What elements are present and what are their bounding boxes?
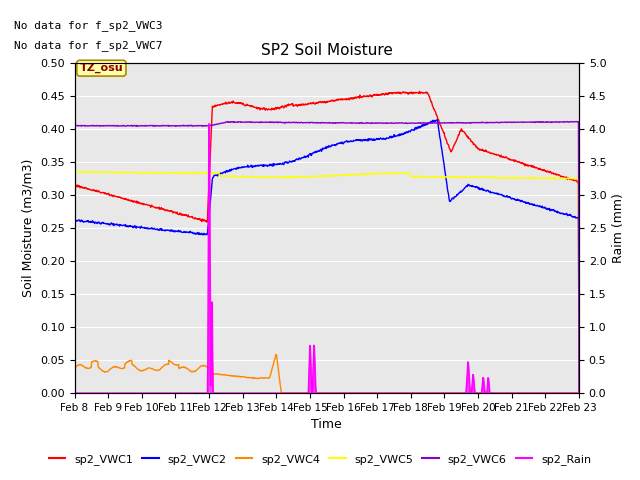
- X-axis label: Time: Time: [312, 419, 342, 432]
- Y-axis label: Soil Moisture (m3/m3): Soil Moisture (m3/m3): [22, 159, 35, 297]
- Text: No data for f_sp2_VWC3: No data for f_sp2_VWC3: [14, 20, 163, 31]
- Title: SP2 Soil Moisture: SP2 Soil Moisture: [261, 43, 393, 58]
- Text: TZ_osu: TZ_osu: [79, 63, 123, 73]
- Y-axis label: Raim (mm): Raim (mm): [612, 193, 625, 263]
- Legend: sp2_VWC1, sp2_VWC2, sp2_VWC4, sp2_VWC5, sp2_VWC6, sp2_Rain: sp2_VWC1, sp2_VWC2, sp2_VWC4, sp2_VWC5, …: [44, 450, 596, 469]
- Text: No data for f_sp2_VWC7: No data for f_sp2_VWC7: [14, 40, 163, 51]
